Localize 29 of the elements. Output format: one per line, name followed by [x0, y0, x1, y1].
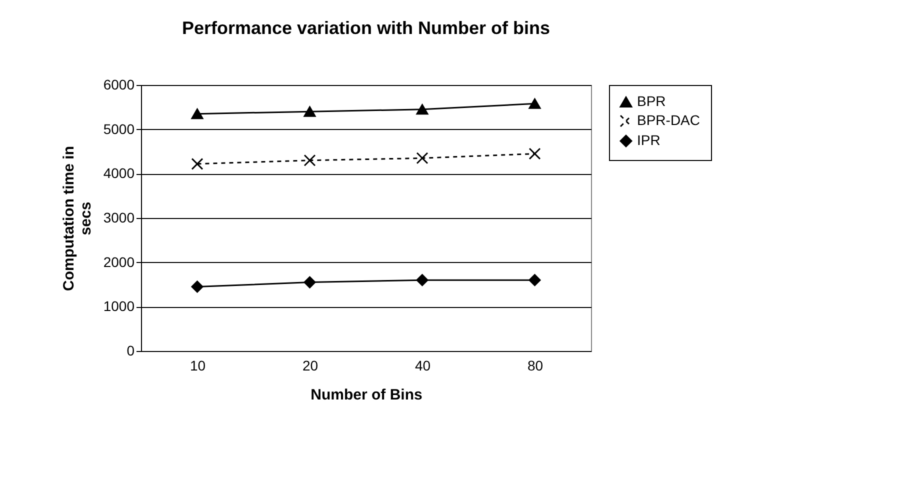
point: [528, 148, 541, 160]
legend-label: BPR: [637, 93, 666, 109]
chart-title: Performance variation with Number of bins: [182, 18, 550, 38]
y-axis-title: Computation time in secs: [60, 146, 94, 291]
point: [191, 158, 204, 170]
point: [191, 280, 204, 293]
point: [304, 154, 316, 166]
x-tick-label: 40: [414, 358, 431, 374]
point: [416, 274, 428, 286]
x-tick-label: 20: [302, 358, 318, 374]
point: [304, 276, 316, 288]
legend-label: BPR-DAC: [637, 112, 700, 128]
x-tick-label: 10: [190, 358, 206, 374]
y-tick-label: 5000: [103, 120, 135, 137]
y-tick-label: 2000: [103, 254, 135, 270]
x-axis-title: Number of Bins: [310, 386, 422, 404]
point: [528, 98, 541, 109]
legend-label: IPR: [637, 132, 660, 148]
y-tick-label: 1000: [103, 298, 135, 314]
y-tick-label: 4000: [103, 165, 135, 182]
point: [304, 106, 316, 117]
point: [416, 152, 428, 164]
x-tick-label: 80: [527, 358, 544, 374]
y-tick-label: 0: [126, 342, 135, 358]
y-tick-label: 3000: [103, 210, 135, 226]
y-tick-label: 6000: [103, 76, 135, 92]
point: [528, 274, 541, 286]
point: [191, 108, 204, 120]
point: [416, 104, 428, 115]
